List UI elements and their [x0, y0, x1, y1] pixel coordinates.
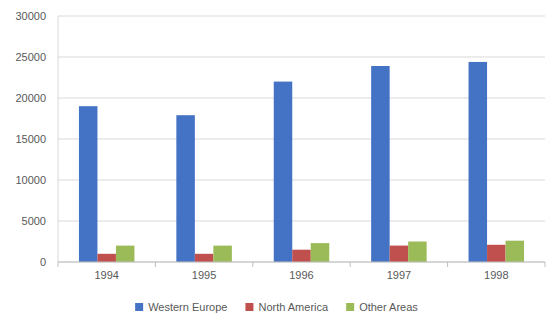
bar	[469, 62, 488, 262]
grid-line	[58, 57, 545, 58]
x-tick	[252, 262, 253, 267]
x-tick-label: 1997	[387, 269, 411, 281]
y-axis	[58, 16, 59, 262]
bar	[79, 106, 98, 262]
x-tick-label: 1995	[192, 269, 216, 281]
bar	[311, 243, 330, 262]
bar	[97, 254, 116, 262]
x-tick	[350, 262, 351, 267]
bar	[292, 250, 311, 262]
bar	[116, 246, 135, 262]
x-tick	[155, 262, 156, 267]
y-tick-label: 10000	[15, 174, 46, 186]
y-tick-label: 20000	[15, 92, 46, 104]
chart: 0 5000 10000 15000 20000 25000 30000 1994 1995 19…	[0, 0, 553, 336]
x-tick-label: 1998	[484, 269, 508, 281]
bar	[195, 254, 214, 262]
x-tick	[447, 262, 448, 267]
y-tick-label: 0	[40, 256, 46, 268]
legend-swatch	[245, 303, 253, 311]
legend-label: Western Europe	[148, 301, 227, 313]
legend-swatch	[135, 303, 143, 311]
bar	[506, 241, 525, 262]
y-tick-label: 15000	[15, 133, 46, 145]
bar	[408, 242, 427, 263]
bar	[274, 82, 293, 262]
legend-item: Western Europe	[135, 301, 227, 313]
x-tick-label: 1996	[289, 269, 313, 281]
legend-label: Other Areas	[359, 301, 418, 313]
x-tick	[545, 262, 546, 267]
legend-item: North America	[245, 301, 329, 313]
bar	[371, 66, 390, 262]
y-tick-label: 30000	[15, 10, 46, 22]
y-tick-label: 25000	[15, 51, 46, 63]
bar	[487, 245, 506, 262]
bar	[390, 246, 409, 262]
background	[0, 0, 553, 336]
legend-item: Other Areas	[346, 301, 418, 313]
grid-line	[58, 16, 545, 17]
grid	[58, 16, 545, 262]
bar	[213, 246, 232, 262]
legend: Western Europe North America Other Areas	[135, 301, 418, 313]
bar	[176, 115, 195, 262]
x-tick	[58, 262, 59, 267]
y-tick-label: 5000	[22, 215, 46, 227]
legend-label: North America	[258, 301, 329, 313]
x-tick-label: 1994	[94, 269, 118, 281]
grid-line	[58, 262, 545, 263]
bars	[79, 62, 524, 262]
legend-swatch	[346, 303, 354, 311]
x-axis	[58, 262, 545, 263]
